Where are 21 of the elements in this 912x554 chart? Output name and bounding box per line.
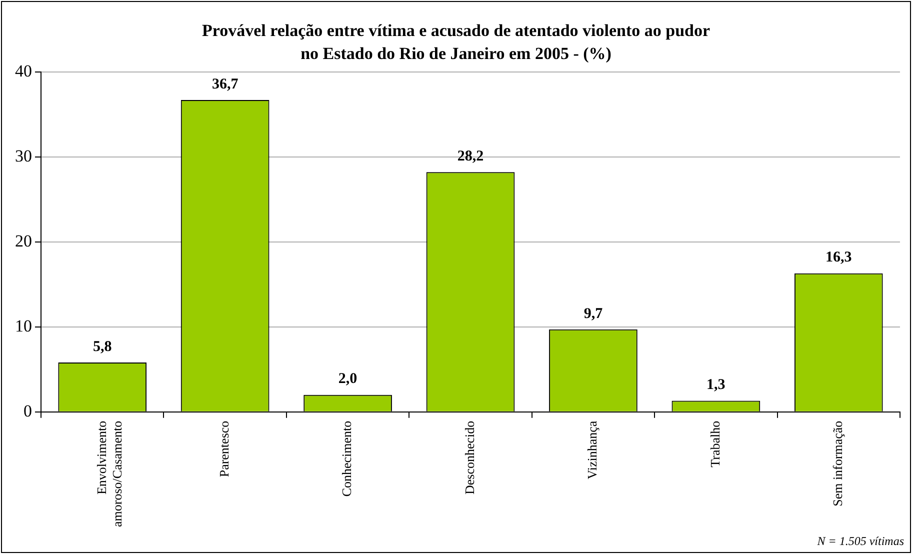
y-tick-label: 10 (15, 316, 32, 336)
data-label: 9,7 (584, 306, 604, 322)
x-tick-label: Parentesco (216, 420, 232, 478)
data-label: 16,3 (826, 250, 852, 266)
y-tick-label: 20 (15, 231, 32, 250)
x-tick-label: Envolvimento amoroso/Casamento (94, 420, 124, 528)
x-tick-label: Desconhecido (462, 420, 477, 494)
x-tick-label: Trabalho (707, 420, 722, 468)
x-tick-label: Conhecimento (339, 420, 354, 497)
data-label: 28,2 (457, 148, 484, 165)
data-label: 2,0 (338, 371, 358, 388)
y-tick-label: 0 (24, 401, 32, 420)
y-tick-label: 30 (15, 146, 32, 166)
data-label: 1,3 (706, 377, 726, 394)
x-tick-label: Sem informação (830, 420, 846, 506)
data-label: 5,8 (92, 338, 112, 355)
y-tick-label: 40 (15, 61, 32, 80)
text: N = 1.505 vítimas (816, 534, 904, 548)
x-tick-label: Vizinhança (584, 420, 600, 480)
chart-title: Provável relação entre vítima e acusado de atentado violento ao pudor no Estado do Rio de Janeiro em 2005 - (%) (202, 20, 710, 63)
data-label: 36,7 (212, 76, 239, 92)
